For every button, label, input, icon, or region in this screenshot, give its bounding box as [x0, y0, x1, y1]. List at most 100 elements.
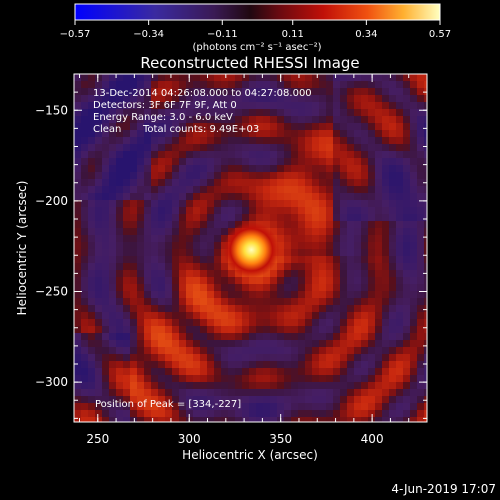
heatmap-cell [130, 396, 137, 403]
heatmap-cell [109, 137, 116, 144]
heatmap-cell [277, 305, 284, 312]
heatmap-cell [319, 305, 326, 312]
heatmap-cell [200, 179, 207, 186]
heatmap-cell [144, 263, 151, 270]
heatmap-cell [270, 200, 277, 207]
heatmap-cell [214, 144, 221, 151]
heatmap-cell [417, 375, 424, 382]
heatmap-cell [207, 158, 214, 165]
heatmap-cell [214, 186, 221, 193]
heatmap-cell [144, 347, 151, 354]
heatmap-cell [221, 88, 228, 95]
heatmap-cell [340, 144, 347, 151]
heatmap-cell [403, 340, 410, 347]
heatmap-cell [165, 235, 172, 242]
heatmap-cell [74, 389, 81, 396]
heatmap-cell [396, 319, 403, 326]
heatmap-cell [214, 235, 221, 242]
heatmap-cell [228, 81, 235, 88]
heatmap-cell [151, 221, 158, 228]
heatmap-cell [88, 186, 95, 193]
heatmap-cell [235, 172, 242, 179]
heatmap-cell [375, 263, 382, 270]
heatmap-cell [228, 88, 235, 95]
heatmap-cell [193, 144, 200, 151]
colorbar-tick-label: 0.34 [355, 29, 377, 40]
heatmap-cell [235, 151, 242, 158]
heatmap-cell [102, 193, 109, 200]
heatmap-cell [305, 410, 312, 417]
heatmap-cell [137, 312, 144, 319]
heatmap-cell [333, 116, 340, 123]
heatmap-cell [319, 347, 326, 354]
heatmap-cell [319, 200, 326, 207]
heatmap-cell [137, 389, 144, 396]
heatmap-cell [102, 116, 109, 123]
heatmap-cell [361, 151, 368, 158]
heatmap-cell [193, 347, 200, 354]
heatmap-cell [410, 270, 417, 277]
heatmap-cell [396, 88, 403, 95]
heatmap-cell [340, 284, 347, 291]
heatmap-cell [361, 214, 368, 221]
heatmap-cell [319, 361, 326, 368]
heatmap-cell [277, 270, 284, 277]
heatmap-cell [88, 354, 95, 361]
heatmap-cell [277, 319, 284, 326]
heatmap-cell [214, 109, 221, 116]
heatmap-cell [151, 102, 158, 109]
heatmap-cell [417, 116, 424, 123]
heatmap-cell [137, 193, 144, 200]
heatmap-cell [228, 298, 235, 305]
heatmap-cell [361, 109, 368, 116]
heatmap-cell [410, 151, 417, 158]
heatmap-cell [186, 410, 193, 417]
heatmap-cell [417, 361, 424, 368]
heatmap-cell [179, 298, 186, 305]
heatmap-cell [361, 319, 368, 326]
heatmap-cell [165, 284, 172, 291]
heatmap-cell [109, 151, 116, 158]
heatmap-cell [270, 347, 277, 354]
heatmap-cell [74, 158, 81, 165]
heatmap-cell [74, 277, 81, 284]
heatmap-cell [263, 214, 270, 221]
heatmap-cell [305, 186, 312, 193]
heatmap-cell [319, 389, 326, 396]
heatmap-cell [340, 270, 347, 277]
heatmap-cell [424, 305, 427, 312]
heatmap-cell [200, 249, 207, 256]
heatmap-cell [172, 130, 179, 137]
heatmap-cell [326, 417, 333, 422]
heatmap-cell [207, 277, 214, 284]
heatmap-cell [382, 242, 389, 249]
heatmap-cell [221, 277, 228, 284]
heatmap-cell [382, 228, 389, 235]
heatmap-cell [207, 130, 214, 137]
heatmap-cell [256, 298, 263, 305]
heatmap-cell [410, 165, 417, 172]
heatmap-cell [221, 186, 228, 193]
heatmap-cell [123, 382, 130, 389]
heatmap-cell [375, 130, 382, 137]
heatmap-cell [389, 186, 396, 193]
heatmap-cell [200, 165, 207, 172]
heatmap-cell [74, 207, 81, 214]
heatmap-cell [137, 144, 144, 151]
heatmap-cell [235, 326, 242, 333]
heatmap-cell [291, 396, 298, 403]
heatmap-cell [410, 396, 417, 403]
heatmap-cell [207, 382, 214, 389]
heatmap-cell [347, 95, 354, 102]
heatmap-cell [326, 347, 333, 354]
heatmap-cell [74, 165, 81, 172]
heatmap-cell [179, 123, 186, 130]
heatmap-cell [270, 284, 277, 291]
heatmap-cell [284, 207, 291, 214]
heatmap-cell [368, 256, 375, 263]
heatmap-cell [95, 312, 102, 319]
heatmap-cell [424, 235, 427, 242]
heatmap-cell [74, 74, 81, 81]
heatmap-cell [305, 242, 312, 249]
heatmap-cell [81, 340, 88, 347]
